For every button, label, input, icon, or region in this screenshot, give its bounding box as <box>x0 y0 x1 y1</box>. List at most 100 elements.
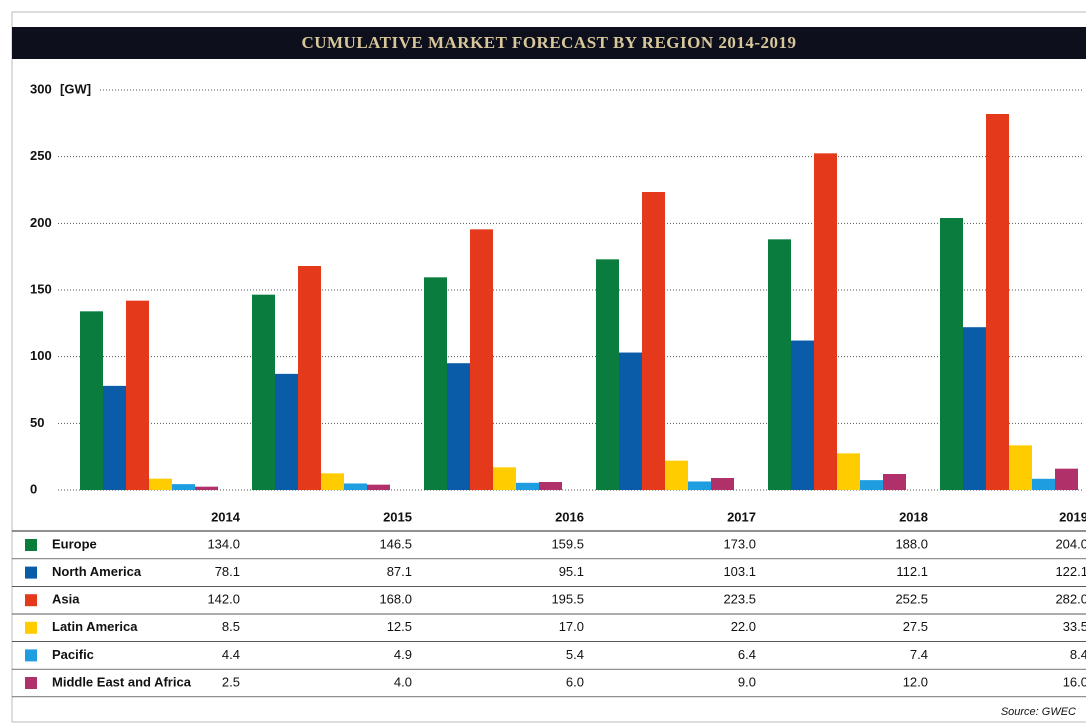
table-cell: 195.5 <box>551 592 584 607</box>
legend-swatch <box>25 649 37 662</box>
bar <box>814 153 837 491</box>
table-cell: 78.1 <box>215 564 240 579</box>
table-cell: 5.4 <box>566 647 584 662</box>
bar <box>275 373 298 490</box>
y-tick-label: 50 <box>30 415 44 430</box>
table-cell: 282.0 <box>1055 592 1086 607</box>
table-header: 2015 <box>383 509 412 524</box>
source: Source: GWEC <box>1001 706 1076 718</box>
bar <box>103 385 126 490</box>
bar <box>1032 478 1055 490</box>
y-unit: [GW] <box>60 81 91 96</box>
table-cell: 33.5 <box>1063 619 1086 634</box>
bar <box>860 480 883 490</box>
table-header: 2018 <box>899 509 928 524</box>
bar <box>940 218 963 490</box>
bar <box>126 300 149 490</box>
bar <box>516 482 539 490</box>
y-tick-label: 100 <box>30 348 52 363</box>
table-cell: 122.1 <box>1055 564 1086 579</box>
bar <box>344 483 367 490</box>
bar <box>149 478 172 490</box>
bar <box>596 259 619 490</box>
bar <box>172 484 195 490</box>
legend-label: North America <box>52 564 142 579</box>
bar <box>883 474 906 490</box>
bar <box>493 467 516 490</box>
bar <box>665 460 688 490</box>
bar <box>1055 468 1078 490</box>
bar <box>963 327 986 490</box>
table-cell: 142.0 <box>207 592 240 607</box>
table-cell: 188.0 <box>895 536 928 551</box>
table-cell: 4.9 <box>394 647 412 662</box>
legend-swatch <box>25 594 37 607</box>
bar <box>80 311 103 490</box>
table-cell: 2.5 <box>222 674 240 689</box>
bar <box>539 482 562 490</box>
table-header: 2019 <box>1059 509 1086 524</box>
bar <box>367 484 390 490</box>
bar <box>711 478 734 490</box>
table-header: 2014 <box>211 509 241 524</box>
chart-title: CUMULATIVE MARKET FORECAST BY REGION 201… <box>301 33 796 52</box>
table-cell: 112.1 <box>896 564 928 579</box>
table-cell: 12.0 <box>903 674 928 689</box>
y-tick-label: 200 <box>30 215 52 230</box>
table-cell: 17.0 <box>559 619 584 634</box>
table-cell: 8.5 <box>222 619 240 634</box>
table-cell: 103.1 <box>723 564 756 579</box>
bar <box>195 486 218 490</box>
y-tick-label: 250 <box>30 148 52 163</box>
table-header: 2016 <box>555 509 584 524</box>
bar <box>1009 445 1032 490</box>
table-cell: 252.5 <box>895 592 928 607</box>
table-cell: 16.0 <box>1063 674 1086 689</box>
table-cell: 159.5 <box>551 536 584 551</box>
frame <box>11 11 1086 723</box>
bar <box>298 266 321 490</box>
y-tick-label: 300 <box>30 81 52 96</box>
table-cell: 9.0 <box>738 674 756 689</box>
table-cell: 6.4 <box>738 647 756 662</box>
bar <box>791 340 814 490</box>
bar <box>424 277 447 490</box>
legend-label: Middle East and Africa <box>52 674 192 689</box>
legend-swatch <box>25 677 37 689</box>
table-cell: 4.4 <box>222 647 240 662</box>
legend-label: Europe <box>52 536 97 551</box>
table-header: 2017 <box>727 509 756 524</box>
legend-swatch <box>25 566 37 579</box>
table-cell: 223.5 <box>723 592 756 607</box>
bar <box>986 114 1009 490</box>
table-cell: 4.0 <box>394 674 412 689</box>
table-cell: 12.5 <box>387 619 412 634</box>
y-tick-label: 0 <box>30 481 37 496</box>
bar <box>447 363 470 490</box>
bar <box>619 352 642 490</box>
bar <box>470 229 493 491</box>
table-cell: 204.0 <box>1055 536 1086 551</box>
table-cell: 27.5 <box>903 619 928 634</box>
legend-label: Pacific <box>52 647 94 662</box>
table-cell: 7.4 <box>910 647 928 662</box>
bar <box>768 239 791 490</box>
table-cell: 6.0 <box>566 674 584 689</box>
legend-swatch <box>25 621 37 634</box>
legend-label: Latin America <box>52 619 138 634</box>
bar <box>837 453 860 490</box>
table-cell: 173.0 <box>723 536 756 551</box>
bar <box>642 192 665 490</box>
bar <box>688 481 711 490</box>
table-cell: 22.0 <box>731 619 756 634</box>
legend-label: Asia <box>52 592 80 607</box>
y-tick-label: 150 <box>30 281 52 296</box>
legend-swatch <box>25 539 37 551</box>
title-bar <box>12 27 1086 59</box>
table-cell: 87.1 <box>387 564 412 579</box>
bar <box>321 473 344 490</box>
bar <box>252 294 275 490</box>
table-cell: 168.0 <box>379 592 412 607</box>
table-cell: 146.5 <box>379 536 412 551</box>
